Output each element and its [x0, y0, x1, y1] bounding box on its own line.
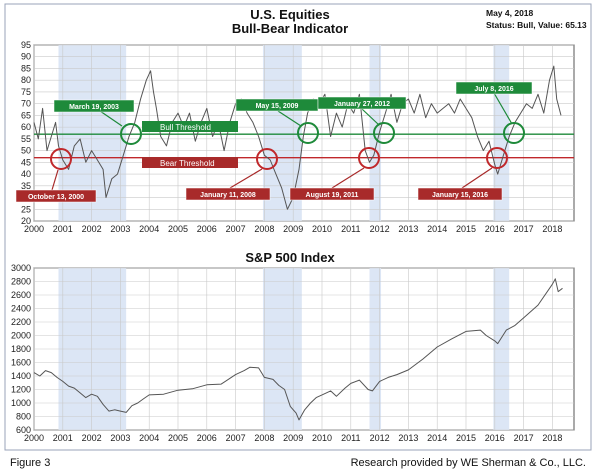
chart2-y-tick-label: 3000 — [11, 263, 31, 273]
svg-text:July 8, 2016: July 8, 2016 — [474, 86, 513, 93]
annotation-jan-2008: January 11, 2008 — [185, 148, 278, 201]
chart1-x-tick-label: 2013 — [398, 224, 418, 234]
chart1-y-tick-label: 65 — [21, 110, 31, 120]
chart2-y-tick-label: 2400 — [11, 304, 31, 314]
chart1-y-tick-label: 60 — [21, 122, 31, 132]
chart1-y-tick-label: 25 — [21, 204, 31, 214]
figure-label: Figure 3 — [10, 457, 51, 469]
chart1-x-tick-label: 2004 — [139, 224, 159, 234]
chart1-y-tick-label: 95 — [21, 40, 31, 50]
chart1-y-tick-label: 80 — [21, 75, 31, 85]
chart2-y-tick-label: 1800 — [11, 344, 31, 354]
chart2-y-tick-label: 1400 — [11, 371, 31, 381]
chart2-x-tick-label: 2015 — [456, 433, 476, 443]
chart2-x-tick-label: 2006 — [197, 433, 217, 443]
bear-threshold-label: Bear Threshold — [160, 159, 215, 168]
chart2-title: S&P 500 Index — [245, 250, 335, 265]
chart1-x-tick-label: 2008 — [254, 224, 274, 234]
svg-text:August 19, 2011: August 19, 2011 — [306, 192, 359, 199]
svg-text:October 13, 2000: October 13, 2000 — [28, 194, 84, 201]
chart1-x-tick-label: 2015 — [456, 224, 476, 234]
chart1-x-tick-label: 2001 — [53, 224, 73, 234]
chart2-y-tick-label: 800 — [16, 412, 31, 422]
chart1-y-tick-label: 90 — [21, 52, 31, 62]
svg-text:May 15, 2009: May 15, 2009 — [256, 103, 299, 110]
chart2-y-tick-label: 2200 — [11, 317, 31, 327]
chart2-x-tick-label: 2001 — [53, 433, 73, 443]
chart2-x-tick-label: 2008 — [254, 433, 274, 443]
chart2-x-tick-label: 2011 — [341, 433, 360, 443]
chart2-series-line — [33, 278, 563, 421]
chart2-x-tick-label: 2009 — [283, 433, 303, 443]
sp500-chart: S&P 500 Index 600 800 1000 1200 1400 1600 1800… — [11, 250, 575, 443]
chart1-x-tick-label: 2014 — [427, 224, 447, 234]
chart1-shaded-period — [369, 45, 382, 221]
chart1-y-tick-label: 70 — [21, 99, 31, 109]
chart1-x-tick-label: 2003 — [110, 224, 130, 234]
chart2-x-tick-label: 2018 — [542, 433, 562, 443]
chart2-y-tick-label: 1200 — [11, 385, 31, 395]
chart1-x-tick-label: 2018 — [542, 224, 562, 234]
svg-text:March 19, 2003: March 19, 2003 — [69, 104, 119, 111]
bull-bear-chart: U.S. Equities Bull-Bear Indicator May 4,… — [15, 7, 587, 234]
chart1-y-tick-label: 20 — [21, 216, 31, 226]
chart2-x-tick-label: 2007 — [226, 433, 246, 443]
chart2-y-tick-label: 600 — [16, 425, 31, 435]
svg-text:January 15, 2016: January 15, 2016 — [432, 192, 488, 199]
chart1-y-tick-label: 50 — [21, 146, 31, 156]
credit-text: Research provided by WE Sherman & Co., L… — [350, 457, 586, 469]
annotation-may-2009: May 15, 2009 — [235, 98, 319, 144]
chart2-x-tick-label: 2012 — [370, 433, 390, 443]
chart2-x-tick-label: 2004 — [139, 433, 159, 443]
annotation-jul-2016: July 8, 2016 — [455, 81, 533, 144]
annotation-aug-2011: August 19, 2011 — [289, 147, 380, 201]
chart1-y-tick-label: 35 — [21, 181, 31, 191]
chart1-title: U.S. Equities — [250, 7, 329, 22]
chart1-x-tick-label: 2010 — [312, 224, 332, 234]
chart1-x-tick-label: 2002 — [82, 224, 102, 234]
chart2-y-tick-label: 1000 — [11, 398, 31, 408]
chart1-y-tick-label: 85 — [21, 63, 31, 73]
chart2-y-tick-label: 2800 — [11, 277, 31, 287]
bull-threshold-label: Bull Threshold — [160, 123, 211, 132]
svg-text:January 11, 2008: January 11, 2008 — [200, 192, 256, 199]
chart1-x-tick-label: 2012 — [370, 224, 390, 234]
chart2-x-tick-label: 2002 — [82, 433, 102, 443]
chart1-x-tick-label: 2016 — [485, 224, 505, 234]
chart1-x-tick-label: 2000 — [24, 224, 44, 234]
bear-threshold-badge — [142, 157, 238, 168]
chart2-x-tick-label: 2014 — [427, 433, 447, 443]
annotation-mar-2003: March 19, 2003 — [53, 99, 142, 145]
chart1-y-tick-label: 75 — [21, 87, 31, 97]
chart2-x-tick-label: 2017 — [514, 433, 534, 443]
chart1-status: Status: Bull, Value: 65.13 — [486, 20, 587, 30]
chart1-y-tick-label: 40 — [21, 169, 31, 179]
chart1-x-tick-label: 2017 — [514, 224, 534, 234]
chart1-x-tick-label: 2011 — [341, 224, 360, 234]
chart2-x-tick-label: 2016 — [485, 433, 505, 443]
svg-text:January 27, 2012: January 27, 2012 — [334, 101, 390, 108]
chart1-x-tick-label: 2007 — [226, 224, 246, 234]
chart1-y-tick-label: 55 — [21, 134, 31, 144]
chart2-x-tick-label: 2013 — [398, 433, 418, 443]
chart2-x-tick-label: 2010 — [312, 433, 332, 443]
chart2-y-tick-label: 2600 — [11, 290, 31, 300]
chart1-x-tick-label: 2006 — [197, 224, 217, 234]
chart2-y-tick-label: 2000 — [11, 331, 31, 341]
annotation-oct-2000: October 13, 2000 — [15, 148, 97, 203]
annotation-jan-2016: January 15, 2016 — [417, 147, 508, 201]
chart1-y-tick-label: 45 — [21, 157, 31, 167]
chart1-date: May 4, 2018 — [486, 8, 534, 18]
chart2-x-tick-label: 2000 — [24, 433, 44, 443]
chart2-x-tick-label: 2005 — [168, 433, 188, 443]
bull-threshold-badge — [142, 121, 238, 132]
annotation-jan-2012: January 27, 2012 — [317, 96, 407, 144]
chart1-x-tick-label: 2005 — [168, 224, 188, 234]
chart2-x-tick-label: 2003 — [110, 433, 130, 443]
chart2-y-tick-label: 1600 — [11, 358, 31, 368]
chart1-subtitle: Bull-Bear Indicator — [232, 21, 348, 36]
chart1-x-tick-label: 2009 — [283, 224, 303, 234]
